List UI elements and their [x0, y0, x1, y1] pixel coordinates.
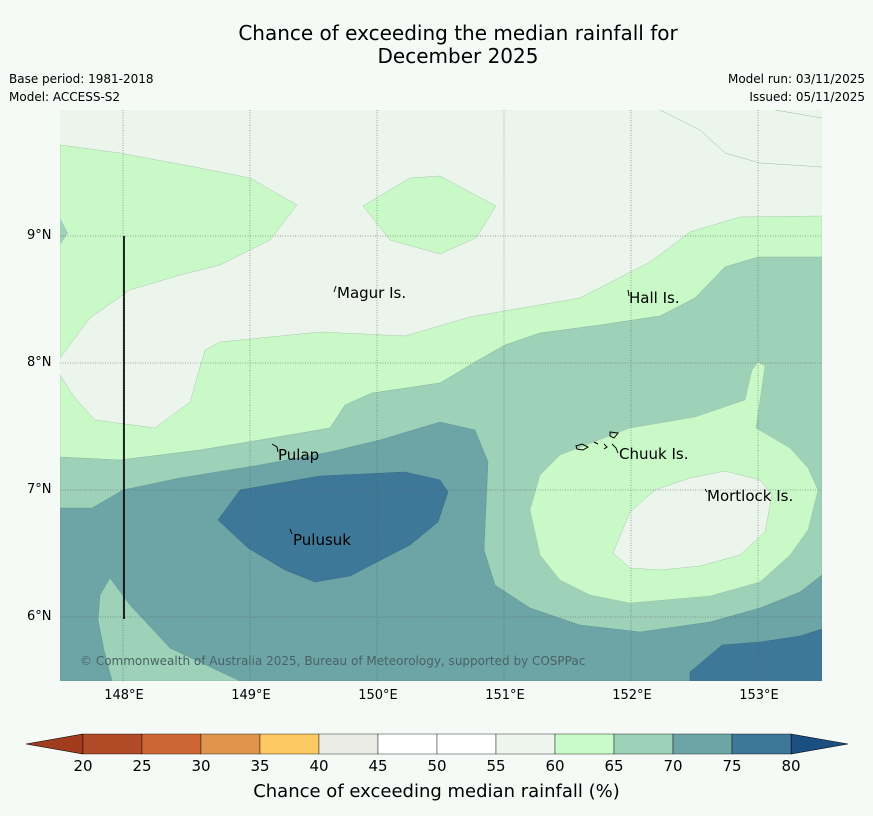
- colorbar-tick-label: 25: [132, 757, 152, 775]
- place-mortlock: Mortlock Is.: [707, 487, 794, 505]
- lon-label-153e: 153°E: [739, 688, 779, 703]
- map-title: Chance of exceeding the median rainfall …: [0, 22, 873, 68]
- island-chuuk-1: [575, 443, 590, 451]
- colorbar: [25, 733, 849, 755]
- place-hall: Hall Is.: [629, 289, 680, 307]
- colorbar-segment: [200, 733, 261, 755]
- colorbar-tick-label: 35: [250, 757, 270, 775]
- colorbar-segment: [672, 733, 733, 755]
- colorbar-tick-label: 40: [309, 757, 329, 775]
- colorbar-tick-label: 55: [486, 757, 506, 775]
- meta-right: Model run: 03/11/2025 Issued: 05/11/2025: [728, 70, 865, 106]
- model-name: Model: ACCESS-S2: [9, 90, 121, 104]
- colorbar-under-arrow: [25, 733, 84, 755]
- lat-label-7n: 7°N: [27, 482, 52, 497]
- colorbar-segment: [318, 733, 379, 755]
- colorbar-segment: [377, 733, 438, 755]
- island-chuuk-3: [603, 443, 608, 450]
- colorbar-segment: [495, 733, 556, 755]
- place-pulap: Pulap: [278, 446, 320, 464]
- colorbar-tick-label: 80: [781, 757, 801, 775]
- colorbar-segment: [82, 733, 143, 755]
- title-line-2: December 2025: [377, 44, 539, 68]
- base-period: Base period: 1981-2018: [9, 72, 154, 86]
- gridlines: [60, 110, 822, 681]
- zone-60-65-c: [362, 175, 497, 255]
- place-pulusuk: Pulusuk: [293, 531, 351, 549]
- colorbar-segment: [554, 733, 615, 755]
- map-svg: [60, 110, 822, 681]
- colorbar-segment: [731, 733, 792, 755]
- lon-label-150e: 150°E: [358, 688, 398, 703]
- island-mortlock: [704, 488, 708, 493]
- zone-60-65: [60, 144, 298, 359]
- island-chuuk-5: [611, 443, 619, 454]
- copyright-notice: © Commonwealth of Australia 2025, Bureau…: [80, 654, 586, 668]
- place-magur: Magur Is.: [337, 284, 407, 302]
- colorbar-segment: [141, 733, 202, 755]
- colorbar-tick-label: 75: [722, 757, 742, 775]
- lon-label-148e: 148°E: [104, 688, 144, 703]
- colorbar-tick-label: 65: [604, 757, 624, 775]
- colorbar-title: Chance of exceeding median rainfall (%): [253, 781, 620, 802]
- lat-label-8n: 8°N: [27, 355, 52, 370]
- lat-label-6n: 6°N: [27, 609, 52, 624]
- island-pulusuk: [289, 528, 293, 535]
- meta-left: Base period: 1981-2018 Model: ACCESS-S2: [9, 70, 154, 106]
- lon-label-152e: 152°E: [612, 688, 652, 703]
- model-run: Model run: 03/11/2025: [727, 72, 865, 86]
- colorbar-tick-label: 60: [545, 757, 565, 775]
- lat-label-9n: 9°N: [27, 228, 52, 243]
- island-magur: [333, 285, 337, 293]
- colorbar-over-arrow: [790, 733, 849, 755]
- zone-70-75: [60, 421, 822, 681]
- island-chuuk-4: [609, 431, 619, 439]
- lon-label-151e: 151°E: [485, 688, 525, 703]
- colorbar-tick-label: 30: [191, 757, 211, 775]
- colorbar-segment: [613, 733, 674, 755]
- island-pulap: [271, 443, 279, 453]
- colorbar-tick-label: 50: [427, 757, 447, 775]
- rainfall-map[interactable]: [60, 110, 822, 681]
- title-line-1: Chance of exceeding the median rainfall …: [238, 21, 678, 45]
- colorbar-tick-label: 70: [663, 757, 683, 775]
- contour-line-top: [659, 110, 822, 168]
- island-chuuk-2: [593, 441, 599, 445]
- place-chuuk: Chuuk Is.: [619, 445, 689, 463]
- colorbar-tick-label: 45: [368, 757, 388, 775]
- contour-line-corner: [774, 110, 822, 119]
- issued-date: Issued: 05/11/2025: [749, 90, 865, 104]
- zone-65-70-b: [60, 218, 68, 245]
- zone-75-80: [217, 471, 449, 583]
- colorbar-tick-label: 20: [73, 757, 93, 775]
- colorbar-segment: [436, 733, 497, 755]
- colorbar-segment: [259, 733, 320, 755]
- island-marks: [271, 285, 708, 535]
- lon-label-149e: 149°E: [231, 688, 271, 703]
- island-hall: [627, 289, 630, 297]
- zone-75-80-b: [689, 628, 822, 681]
